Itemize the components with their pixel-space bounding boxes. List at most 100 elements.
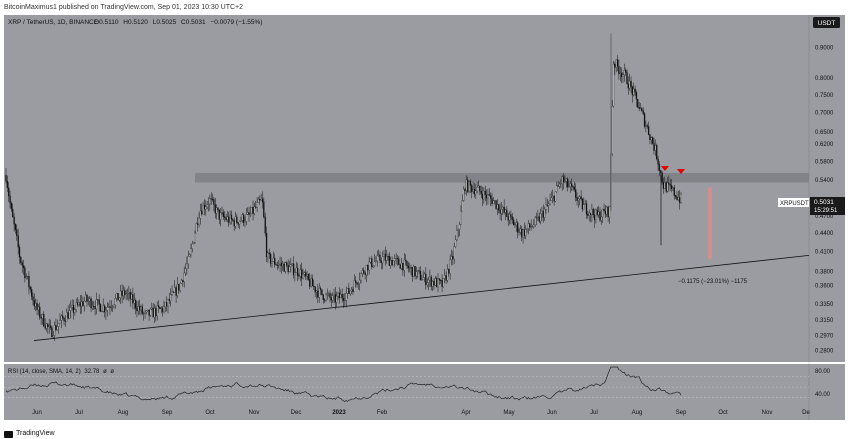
candle (174, 280, 176, 293)
candle (252, 200, 254, 221)
candle-body (539, 213, 542, 222)
candle (126, 288, 129, 300)
candle-body (363, 270, 365, 274)
candle (87, 296, 89, 306)
candle-body (68, 310, 71, 319)
candle (485, 189, 488, 206)
candle (90, 296, 92, 313)
candle-body (101, 311, 103, 312)
candle (329, 290, 331, 303)
candle-body (606, 206, 608, 215)
candle (642, 107, 644, 116)
candle (18, 244, 21, 264)
candle-body (449, 259, 451, 274)
candle (423, 272, 426, 283)
candle (414, 265, 416, 280)
candle (653, 137, 655, 155)
candle-body (494, 200, 496, 202)
candle-body (180, 280, 183, 284)
candle (182, 279, 184, 287)
candle (206, 201, 208, 210)
candle-body (661, 172, 663, 183)
candle-body (653, 143, 655, 151)
candle (421, 274, 423, 281)
candle-body (229, 214, 231, 223)
candle (529, 223, 531, 231)
candle-body (504, 209, 507, 213)
candle (583, 197, 585, 210)
candle (110, 300, 112, 312)
candle (526, 228, 528, 233)
candle (147, 309, 149, 312)
candle (517, 221, 519, 239)
candle (413, 264, 415, 277)
y-tick-label: 0.3150 (815, 318, 834, 324)
candle-body (546, 204, 548, 206)
candle (635, 90, 638, 107)
candle-body (41, 314, 44, 319)
candle-body (129, 292, 131, 300)
candle (437, 273, 439, 293)
candle (125, 289, 127, 301)
candle-body (507, 216, 509, 221)
candle-body (130, 294, 133, 300)
candle-body (194, 232, 196, 243)
candle-body (82, 301, 84, 306)
candle (167, 298, 169, 314)
candle (353, 274, 355, 293)
candle-body (206, 204, 208, 208)
candle-body (86, 294, 88, 302)
candle (267, 250, 269, 263)
candle-body (317, 290, 319, 298)
candle (265, 226, 268, 263)
candle (24, 265, 26, 283)
candle-body (89, 298, 91, 302)
candle (14, 223, 17, 234)
candle-body (192, 242, 195, 245)
support-trendline (33, 254, 810, 341)
candle-body (213, 199, 215, 205)
candle-body (260, 198, 262, 201)
candle (305, 269, 307, 280)
candle-body (579, 196, 581, 200)
candle-body (287, 265, 289, 273)
candle-body (529, 223, 531, 228)
candle-body (453, 246, 455, 260)
candle (441, 274, 443, 292)
bearish-marker (661, 166, 669, 171)
candle (344, 292, 346, 306)
candle (268, 248, 270, 259)
candle-body (125, 293, 127, 295)
candle (495, 200, 497, 211)
bearish-marker (677, 169, 685, 174)
tradingview-logo[interactable]: TradingView (4, 429, 55, 439)
candle (275, 262, 277, 266)
candle (672, 186, 674, 192)
candle-body (364, 272, 366, 275)
candle-body (190, 248, 192, 255)
candle (602, 208, 604, 223)
candle (282, 260, 284, 271)
candle-body (565, 178, 567, 182)
candle (512, 217, 515, 226)
candle (168, 293, 171, 305)
countdown-label: 15:29:51 (814, 208, 838, 214)
y-tick-label: 0.3600 (815, 283, 834, 289)
candle (102, 298, 104, 313)
candle (134, 298, 137, 315)
candle (253, 202, 256, 216)
candle (279, 256, 281, 272)
candle-body (577, 198, 580, 201)
candle-body (52, 335, 54, 338)
candle-body (170, 294, 172, 301)
candle-body (296, 267, 299, 276)
currency-badge[interactable] (813, 17, 840, 28)
candle (322, 294, 324, 304)
candle (338, 287, 341, 304)
candle-body (452, 256, 454, 260)
candle-body (457, 229, 459, 231)
candle-body (234, 216, 237, 227)
candle (311, 274, 314, 287)
candle (255, 200, 257, 209)
candle (98, 294, 100, 312)
